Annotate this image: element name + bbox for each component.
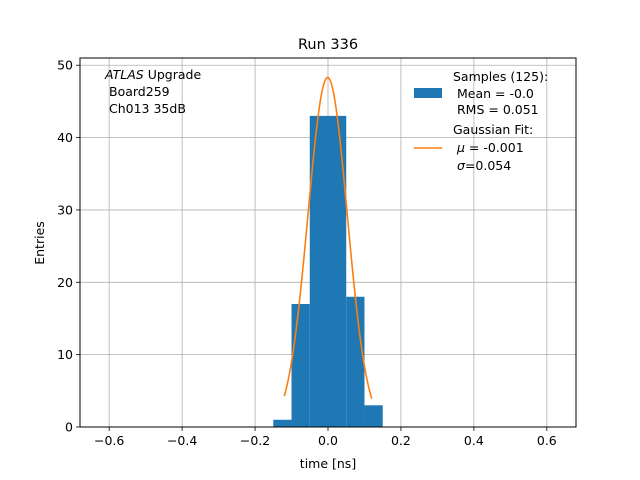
x-tick-label: 0.4 [464,433,484,448]
annotation-line-1: ATLAS Upgrade [104,67,201,82]
legend-fit-sigma: σ=0.054 [457,158,511,173]
annotation-upgrade: Upgrade [144,67,202,82]
y-tick-label: 0 [65,420,73,435]
y-tick-label: 30 [57,202,73,217]
y-tick-label: 10 [57,347,73,362]
legend-histogram-rms: RMS = 0.051 [457,102,539,117]
annotation-atlas: ATLAS [104,67,144,82]
x-tick-label: 0.2 [391,433,411,448]
legend-fit-mu-symbol: μ [456,140,465,155]
grid-lines [80,58,576,428]
x-tick-label: −0.2 [240,433,270,448]
legend: Samples (125): Mean = -0.0 RMS = 0.051 G… [414,69,548,173]
y-tick-label: 40 [57,130,73,145]
histogram-bar [273,419,292,427]
annotation-line-3: Ch013 35dB [109,101,186,116]
x-axis-ticks: −0.6 −0.4 −0.2 0.0 0.2 0.4 0.6 [94,427,557,448]
legend-histogram-mean: Mean = -0.0 [457,86,534,101]
x-tick-label: 0.0 [318,433,338,448]
legend-fit-mu-value: = -0.001 [465,140,524,155]
legend-fit-sigma-value: =0.054 [465,158,511,173]
legend-histogram-name: Samples (125): [453,69,548,84]
legend-fit-name: Gaussian Fit: [453,122,533,137]
legend-fit-mu: μ = -0.001 [456,140,524,155]
histogram-bars [273,115,383,427]
histogram-bar [291,304,310,427]
annotation-line-2: Board259 [109,84,170,99]
x-tick-label: 0.6 [537,433,557,448]
gaussian-fit-curve [283,76,373,399]
x-tick-label: −0.4 [167,433,197,448]
legend-histogram-swatch [414,88,442,98]
y-axis-ticks: 0 10 20 30 40 50 [57,58,80,435]
chart-title: Run 336 [298,37,358,53]
y-tick-label: 20 [57,275,73,290]
histogram-bar [364,405,383,427]
histogram-bar [328,115,347,427]
histogram-bar [346,296,365,427]
x-tick-label: −0.6 [94,433,124,448]
x-axis-label: time [ns] [300,456,356,471]
histogram-bar [309,115,328,427]
y-axis-label: Entries [32,221,47,265]
y-tick-label: 50 [57,58,73,73]
legend-fit-sigma-symbol: σ [457,158,466,173]
annotation-box: ATLAS Upgrade Board259 Ch013 35dB [104,67,201,116]
